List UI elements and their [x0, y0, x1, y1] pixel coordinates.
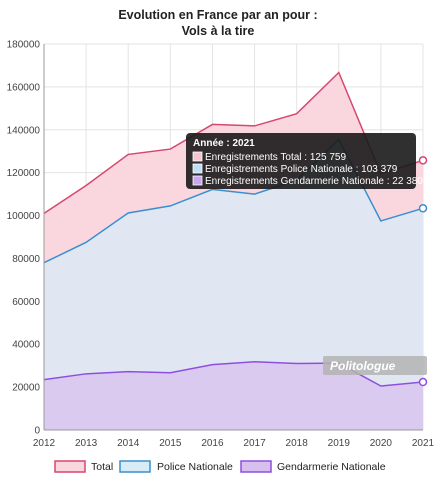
- y-tick-label: 100000: [7, 211, 41, 222]
- x-tick-label: 2020: [370, 438, 393, 449]
- y-tick-label: 80000: [12, 254, 40, 265]
- chart-subtitle: Vols à la tire: [182, 24, 255, 38]
- legend-item-police-nationale[interactable]: Police Nationale: [119, 460, 233, 473]
- y-tick-label: 180000: [7, 40, 41, 51]
- y-tick-label: 20000: [12, 383, 40, 394]
- legend-swatch-police-nationale: [119, 460, 151, 473]
- watermark-background: [323, 356, 427, 375]
- tooltip-swatch-total: [192, 151, 203, 162]
- watermark-text: Politologue: [330, 359, 396, 373]
- data-point-total: [418, 156, 428, 165]
- watermark: Politologue: [323, 356, 427, 375]
- data-point-police-nationale: [418, 204, 428, 213]
- legend-label-total: Total: [91, 461, 113, 473]
- chart-title: Evolution en France par an pour :: [118, 8, 317, 22]
- tooltip-line-police: Enregistrements Police Nationale : 103 3…: [205, 164, 398, 175]
- x-tick-label: 2016: [201, 438, 224, 449]
- data-points: [418, 156, 428, 387]
- legend-item-total[interactable]: Total: [54, 460, 113, 473]
- legend-label-police-nationale: Police Nationale: [157, 461, 233, 473]
- x-tick-label: 2017: [243, 438, 266, 449]
- x-tick-label: 2018: [286, 438, 309, 449]
- x-tick-label: 2012: [33, 438, 56, 449]
- y-tick-label: 160000: [7, 82, 41, 93]
- legend: Total Police Nationale Gendarmerie Natio…: [54, 460, 386, 473]
- tooltip-swatch-gendarmerie: [192, 175, 203, 186]
- tooltip-line-total: Enregistrements Total : 125 759: [205, 152, 346, 163]
- y-tick-label: 120000: [7, 168, 41, 179]
- series-line-total: [43, 71, 424, 215]
- tooltip: Année : 2021 Enregistrements Total : 125…: [186, 133, 423, 189]
- x-tick-label: 2019: [328, 438, 351, 449]
- legend-swatch-gendarmerie-nationale: [240, 460, 272, 473]
- x-tick-label: 2021: [412, 438, 435, 449]
- x-tick-label: 2013: [75, 438, 98, 449]
- series-area-gendarmerie-nationale: [44, 361, 423, 430]
- tooltip-background: [186, 133, 416, 189]
- y-tick-label: 0: [34, 426, 40, 437]
- x-tick-label: 2014: [117, 438, 140, 449]
- y-tick-label: 140000: [7, 125, 41, 136]
- y-tick-label: 40000: [12, 340, 40, 351]
- legend-swatch-total: [54, 460, 86, 473]
- y-tick-label: 60000: [12, 297, 40, 308]
- legend-item-gendarmerie-nationale[interactable]: Gendarmerie Nationale: [240, 460, 386, 473]
- data-point-gendarmerie-nationale: [418, 377, 428, 387]
- legend-label-gendarmerie-nationale: Gendarmerie Nationale: [277, 461, 386, 473]
- x-tick-label: 2015: [159, 438, 182, 449]
- tooltip-line-gendarmerie: Enregistrements Gendarmerie Nationale : …: [205, 176, 423, 187]
- plot-area: [43, 71, 424, 430]
- tooltip-swatch-police: [192, 163, 203, 174]
- axes: 0 20000 40000 60000 80000 100000 120000 140000 1…: [7, 40, 435, 450]
- tooltip-year: Année : 2021: [193, 138, 255, 149]
